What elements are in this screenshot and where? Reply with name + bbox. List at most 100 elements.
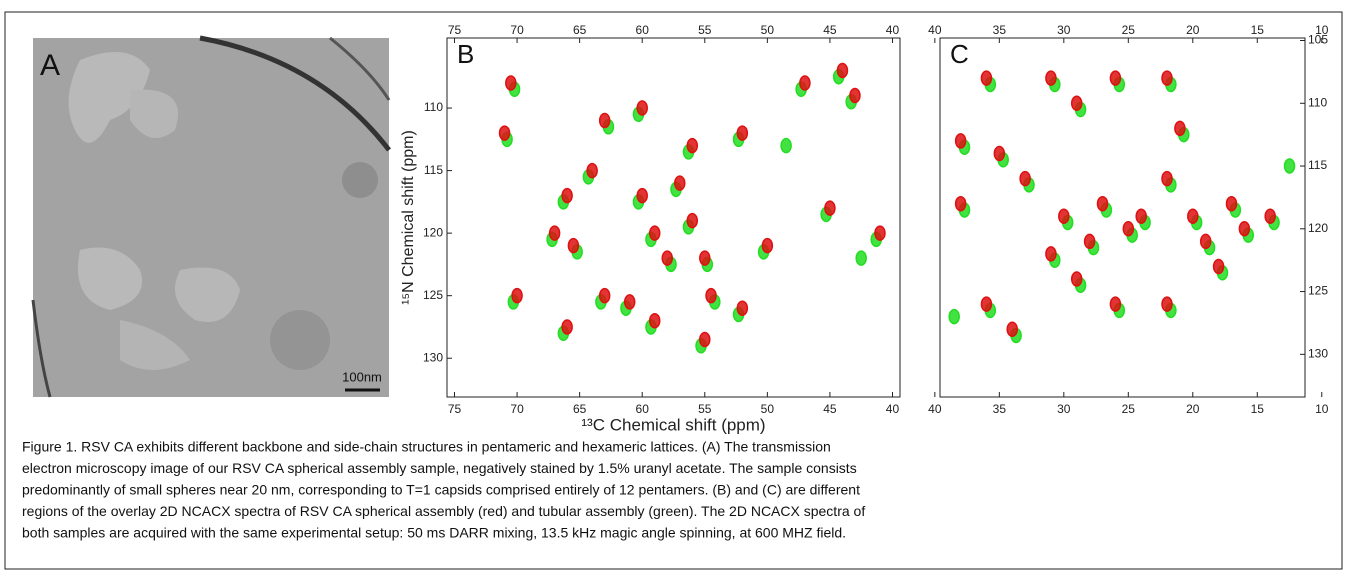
x-tick-label: 20 — [1186, 402, 1200, 416]
y-tick-label: 115 — [424, 163, 443, 177]
x-axis-label: ¹³C Chemical shift (ppm) — [581, 415, 765, 434]
peak — [980, 296, 993, 312]
peak — [505, 75, 517, 91]
peak — [636, 187, 648, 204]
peak — [836, 62, 849, 79]
caption-line: predominantly of small spheres near 20 n… — [22, 482, 860, 498]
peak — [954, 195, 967, 212]
peak — [623, 294, 636, 310]
peak — [1135, 208, 1147, 224]
peak — [1045, 70, 1057, 86]
peak — [1058, 208, 1070, 224]
peak — [1161, 296, 1173, 312]
x-tick-label: 10 — [1315, 23, 1329, 37]
peak — [686, 212, 699, 229]
x-tick-label: 65 — [573, 23, 587, 37]
x-tick-label: 45 — [823, 402, 837, 416]
peak — [661, 250, 673, 266]
peak — [1212, 258, 1225, 275]
x-tick-label: 10 — [1315, 402, 1329, 416]
panel-label: C — [950, 39, 969, 69]
x-tick-label: 30 — [1057, 402, 1071, 416]
peak — [636, 100, 648, 116]
peak — [1045, 246, 1057, 262]
peak — [948, 308, 960, 325]
y-tick-label: 125 — [1308, 284, 1328, 298]
x-tick-label: 50 — [761, 23, 775, 37]
peak — [598, 287, 611, 304]
x-tick-label: 55 — [698, 402, 712, 416]
y-tick-label: 120 — [1308, 221, 1328, 235]
peak — [561, 187, 573, 204]
x-tick-label: 30 — [1057, 23, 1071, 37]
peak — [1283, 158, 1296, 174]
peak — [1006, 321, 1018, 337]
x-tick-label: 55 — [698, 23, 712, 37]
peak — [736, 125, 749, 141]
peak — [1070, 95, 1083, 112]
plot-frame — [939, 37, 1306, 398]
x-tick-label: 65 — [573, 402, 587, 416]
y-tick-label: 115 — [1308, 158, 1327, 172]
x-tick-label: 40 — [928, 23, 942, 37]
peak — [736, 300, 749, 316]
y-tick-label: 120 — [423, 225, 443, 239]
peak — [1225, 195, 1238, 212]
panel-label: B — [457, 39, 474, 69]
peak — [1083, 233, 1096, 250]
x-tick-label: 15 — [1251, 402, 1265, 416]
peak — [586, 162, 598, 179]
peak — [1161, 70, 1173, 86]
peak — [1161, 170, 1173, 187]
y-tick-label: 110 — [1308, 95, 1327, 109]
peak — [954, 133, 967, 149]
x-tick-label: 70 — [510, 23, 524, 37]
micrograph: A 100nm — [31, 35, 391, 398]
peak — [1122, 221, 1135, 237]
caption-line: both samples are acquired with the same … — [22, 525, 846, 541]
peak — [648, 225, 661, 241]
y-tick-label: 105 — [1308, 33, 1328, 47]
x-tick-label: 70 — [510, 402, 524, 416]
peak — [799, 75, 811, 91]
scale-bar-label: 100nm — [342, 369, 382, 384]
x-tick-label: 75 — [448, 402, 462, 416]
peak — [705, 287, 717, 304]
y-axis-label: ¹⁵N Chemical shift (ppm) — [400, 130, 417, 305]
peak — [699, 250, 711, 266]
peak — [1096, 195, 1109, 212]
x-tick-label: 60 — [636, 402, 650, 416]
x-tick-label: 60 — [636, 23, 650, 37]
y-tick-label: 130 — [423, 350, 443, 364]
peak — [1199, 233, 1212, 250]
peak — [980, 70, 993, 86]
peak — [849, 87, 861, 104]
x-tick-label: 75 — [448, 23, 462, 37]
x-tick-label: 35 — [993, 23, 1007, 37]
peak — [699, 331, 711, 348]
caption-line: Figure 1. RSV CA exhibits different back… — [22, 439, 831, 455]
peak — [855, 250, 867, 266]
peak — [498, 125, 511, 141]
caption-line: regions of the overlay 2D NCACX spectra … — [22, 503, 865, 519]
x-tick-label: 20 — [1186, 23, 1200, 37]
x-tick-label: 35 — [993, 402, 1007, 416]
caption-line: electron microscopy image of our RSV CA … — [22, 460, 857, 476]
peak — [598, 112, 611, 129]
peak — [1238, 221, 1251, 237]
peak — [561, 319, 573, 335]
peak — [548, 225, 561, 241]
peak — [874, 225, 886, 241]
peak — [648, 312, 661, 329]
x-tick-label: 50 — [761, 402, 775, 416]
x-tick-label: 40 — [886, 402, 900, 416]
peak — [1109, 296, 1122, 312]
peak — [1019, 170, 1031, 187]
y-tick-label: 130 — [1308, 346, 1328, 360]
peak — [1264, 208, 1276, 224]
peak — [674, 175, 686, 191]
peak — [761, 237, 774, 254]
caption: Figure 1. RSV CA exhibits different back… — [22, 439, 865, 541]
x-tick-label: 15 — [1251, 23, 1265, 37]
